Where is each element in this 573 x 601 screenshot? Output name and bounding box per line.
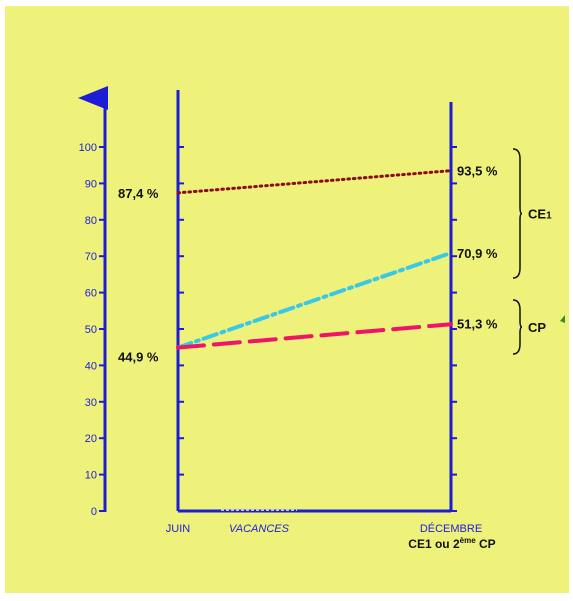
group-label-ce1: CE1 xyxy=(528,207,552,222)
slide-background: 0 10 20 30 40 50 60 70 80 90 100 87,4 % 93,5 % 70,9 %… xyxy=(5,6,569,593)
y-tick-label: 0 xyxy=(91,506,97,518)
y-tick-label: 40 xyxy=(85,360,97,372)
green-triangle xyxy=(560,315,565,323)
series-line-2 xyxy=(176,250,453,350)
vacances-label: VACANCES xyxy=(229,523,290,535)
y-tick-label: 30 xyxy=(85,397,97,409)
value-label: 70,9 % xyxy=(457,246,498,261)
series-line-1 xyxy=(176,169,453,195)
y-tick-label: 100 xyxy=(79,142,97,154)
y-tick-label: 20 xyxy=(85,433,97,445)
brace-ce1 xyxy=(512,148,523,279)
line-chart: 0 10 20 30 40 50 60 70 80 90 100 87,4 % 93,5 % 70,9 %… xyxy=(78,86,565,551)
y-tick-label: 10 xyxy=(85,470,97,482)
value-label: 87,4 % xyxy=(118,186,159,201)
series-line-3 xyxy=(176,322,453,350)
x-tick-label: JUIN xyxy=(166,523,191,535)
group-label-cp: CP xyxy=(528,320,546,335)
y-tick-label: 90 xyxy=(85,178,97,190)
value-label: 93,5 % xyxy=(457,164,498,179)
y-tick-label: 60 xyxy=(85,288,97,300)
x-tick-label: DÉCEMBRE xyxy=(420,522,482,535)
y-tick-label: 80 xyxy=(85,215,97,227)
y-tick-label: 50 xyxy=(85,324,97,336)
brace-cp xyxy=(512,299,523,355)
value-label: 51,3 % xyxy=(457,316,498,331)
x-sublabel: CE1 ou 2ème CP xyxy=(408,536,495,551)
value-label: 44,9 % xyxy=(118,350,159,365)
y-tick-label: 70 xyxy=(85,251,97,263)
